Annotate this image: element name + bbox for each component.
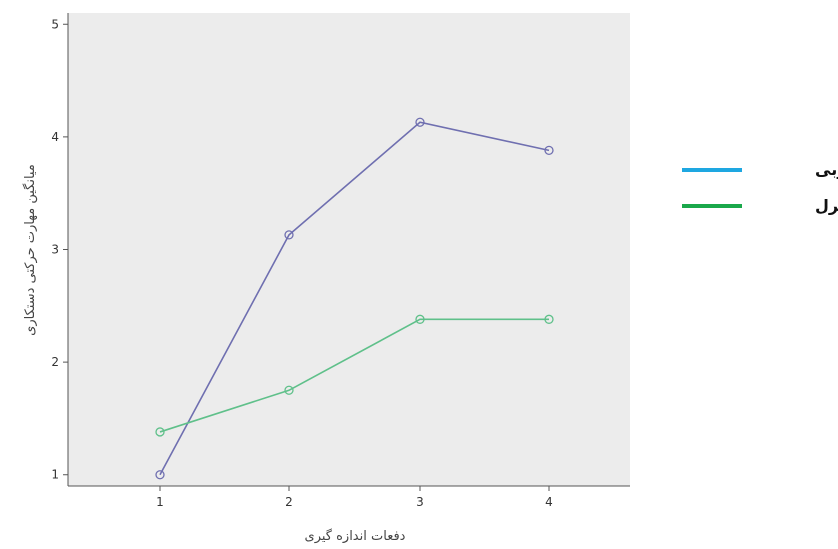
- data-point: [544, 145, 554, 156]
- y-tick-label: 5: [51, 17, 59, 31]
- y-tick-label: 4: [51, 130, 59, 144]
- x-tick-label: 4: [545, 495, 553, 509]
- x-axis-title: دفعات اندازه گیری: [305, 528, 406, 544]
- legend: تجربی کنترل: [682, 160, 838, 215]
- data-point: [544, 314, 554, 324]
- data-point: [284, 385, 294, 395]
- y-axis-title: میانگین مهارت حرکتی دستکاری: [22, 164, 38, 336]
- data-point: [415, 314, 425, 324]
- series-line-0: [159, 121, 550, 476]
- x-tick-label: 3: [416, 495, 424, 509]
- data-point: [155, 470, 165, 480]
- y-tick-label: 2: [51, 355, 59, 369]
- x-tick-label: 1: [156, 495, 164, 509]
- y-tick-label: 1: [51, 468, 59, 482]
- data-point: [155, 427, 165, 437]
- plot-area-background: [68, 13, 630, 486]
- x-tick-label: 2: [285, 495, 293, 509]
- legend-label-control: کنترل: [815, 196, 838, 215]
- legend-label-experimental: تجربی: [815, 160, 838, 179]
- y-tick-label: 3: [51, 243, 59, 257]
- series-line-1: [159, 318, 549, 433]
- data-point: [284, 230, 294, 240]
- data-point: [415, 117, 425, 127]
